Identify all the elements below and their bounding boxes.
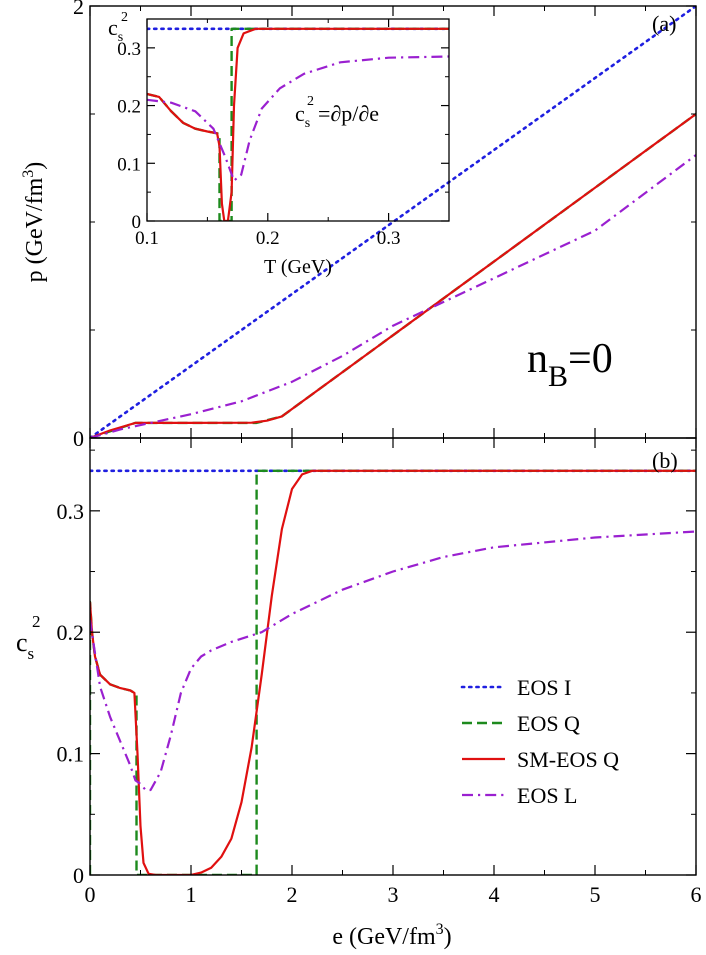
inset-ytick-label: 0 — [132, 212, 142, 233]
panel-b-xtick-label: 4 — [489, 882, 500, 907]
legend-label-eos-q: EOS Q — [517, 711, 580, 736]
panel-a-series — [90, 6, 696, 438]
panel-b-line-sm-eos-q — [90, 469, 696, 875]
panel-b-ytick-label: 0 — [73, 863, 84, 888]
legend-label-eos-l: EOS L — [517, 783, 578, 808]
panel-a-ylabel: p (GeV/fm3) — [20, 162, 48, 283]
panel-a-line-sm-eos-q — [90, 113, 696, 438]
panel-a-label: (a) — [652, 11, 676, 36]
panel-b-ylabel: cs 2 — [16, 612, 41, 663]
panel-b-ytick-label: 0.2 — [57, 620, 85, 645]
legend: EOS I EOS Q SM-EOS Q EOS L — [460, 675, 619, 808]
inset-line-eos-l — [147, 55, 449, 182]
panel-b-xtick-label: 2 — [287, 882, 298, 907]
panel-b-xlabel-close: ) — [444, 924, 452, 950]
nb-annotation: nB=0 — [527, 336, 613, 393]
inset-xlabel: T (GeV) — [264, 256, 332, 278]
panel-b-ytick-label: 0.3 — [57, 499, 85, 524]
panel-a-line-eos-i — [90, 6, 696, 438]
formula-s: s — [305, 116, 310, 131]
inset-xtick-label: 0.3 — [377, 228, 401, 249]
panel-b-xtick-label: 5 — [590, 882, 601, 907]
formula-c: c — [295, 101, 305, 126]
panel-a: 0 2 (a) p (GeV/fm3) nB=0 — [20, 0, 697, 451]
inset-xtick-label: 0.2 — [256, 228, 280, 249]
panel-b-xlabel-sup: 3 — [436, 921, 444, 938]
inset-xtick-label: 0.1 — [135, 228, 159, 249]
inset-ytick-label: 0.2 — [117, 97, 141, 118]
panel-a-line-eos-q — [90, 113, 696, 438]
panel-a-ylabel-sup: 3 — [20, 170, 37, 178]
panel-b-xlabel-main: e (GeV/fm — [332, 924, 436, 950]
panel-a-ytick-label: 0 — [73, 426, 84, 451]
panel-b-xlabel: e (GeV/fm3) — [332, 921, 451, 950]
panel-b-label: (b) — [652, 448, 678, 473]
panel-b-xtick-label: 1 — [186, 882, 197, 907]
panel-b-ylabel-c: c — [16, 628, 28, 657]
panel-b-ylabel-s: s — [28, 644, 35, 663]
inset: 00.10.20.30.1 0.2 0.3 cs2 T (GeV) cs2 =∂p/∂… — [108, 10, 450, 278]
inset-frame — [146, 18, 450, 222]
nb-rest: =0 — [568, 336, 613, 382]
legend-label-sm-eos-q: SM-EOS Q — [517, 747, 619, 772]
panel-b: 00.10.20.30 1 2 3 4 5 6 (b) cs2 e (GeV/fm3) EO… — [16, 437, 702, 950]
formula-2: 2 — [307, 94, 314, 109]
panel-b-xtick-label: 6 — [691, 882, 702, 907]
panel-b-series — [90, 469, 696, 875]
formula-rest: =∂p/∂e — [318, 101, 379, 126]
nb-sub: B — [548, 360, 568, 393]
panel-b-line-eos-q — [90, 469, 696, 875]
nb-main: n — [527, 336, 548, 382]
panel-b-ylabel-2: 2 — [32, 612, 41, 631]
cs2-formula: cs 2 =∂p/∂e — [295, 94, 379, 131]
panel-a-ytick-label: 2 — [73, 0, 84, 19]
legend-label-eos-i: EOS I — [517, 675, 571, 700]
inset-series — [147, 27, 449, 221]
inset-ticks: 00.10.20.30.1 0.2 0.3 — [117, 18, 450, 249]
panel-b-xtick-label: 3 — [388, 882, 399, 907]
panel-b-ticks: 0 0.1 0.2 0.3 0 1 2 3 4 5 6 — [57, 438, 702, 907]
inset-ytick-label: 0.3 — [117, 39, 141, 60]
panel-b-ytick-label: 0.1 — [57, 742, 85, 767]
inset-ylabel-c: c — [108, 15, 118, 40]
panel-a-ylabel-main: p (GeV/fm — [22, 177, 48, 282]
inset-ylabel-2: 2 — [121, 10, 128, 25]
inset-line-sm-eos-q — [147, 27, 449, 221]
inset-ylabel-s: s — [118, 30, 123, 45]
panel-b-line-eos-l — [90, 530, 696, 792]
panel-a-line-eos-l — [90, 154, 696, 438]
panel-a-ylabel-close: ) — [22, 162, 48, 170]
inset-ytick-label: 0.1 — [117, 154, 141, 175]
panel-b-frame — [89, 437, 697, 876]
inset-ylabel: cs 2 — [108, 10, 128, 45]
panel-b-xtick-label: 0 — [85, 882, 96, 907]
